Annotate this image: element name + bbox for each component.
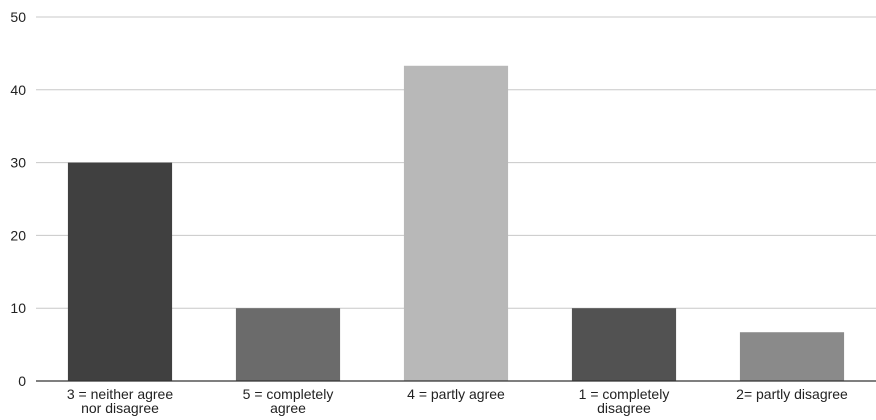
bar	[235, 308, 341, 381]
x-tick-label: 2= partly disagree	[736, 386, 848, 402]
bars	[67, 65, 845, 381]
y-tick-label: 40	[10, 82, 26, 98]
x-tick-label-line: disagree	[597, 400, 651, 416]
y-tick-label: 20	[10, 227, 26, 243]
bar	[67, 162, 173, 381]
x-tick-label-line: 4 = partly agree	[407, 386, 505, 402]
bar	[403, 65, 509, 381]
x-tick-label-line: 3 = neither agree	[67, 386, 173, 402]
x-tick-label: 1 = completely disagree	[579, 386, 670, 416]
y-tick-label: 30	[10, 155, 26, 171]
bar	[739, 332, 845, 381]
x-tick-label-line: 5 = completely	[243, 386, 334, 402]
x-tick-label-line: agree	[270, 400, 306, 416]
x-tick-label-line: nor disagree	[81, 400, 159, 416]
y-tick-label: 0	[18, 373, 26, 389]
bar	[571, 308, 677, 381]
y-tick-label: 50	[10, 9, 26, 25]
y-tick-label: 10	[10, 300, 26, 316]
x-tick-label: 3 = neither agree nor disagree	[67, 386, 173, 416]
x-tick-label-line: 1 = completely	[579, 386, 670, 402]
x-tick-label: 4 = partly agree	[407, 386, 505, 402]
labels: 0 10 20 30 40 50 3 = neither agree nor disagree…	[10, 9, 848, 416]
x-tick-label-line: 2= partly disagree	[736, 386, 848, 402]
x-tick-label: 5 = completely agree	[243, 386, 334, 416]
